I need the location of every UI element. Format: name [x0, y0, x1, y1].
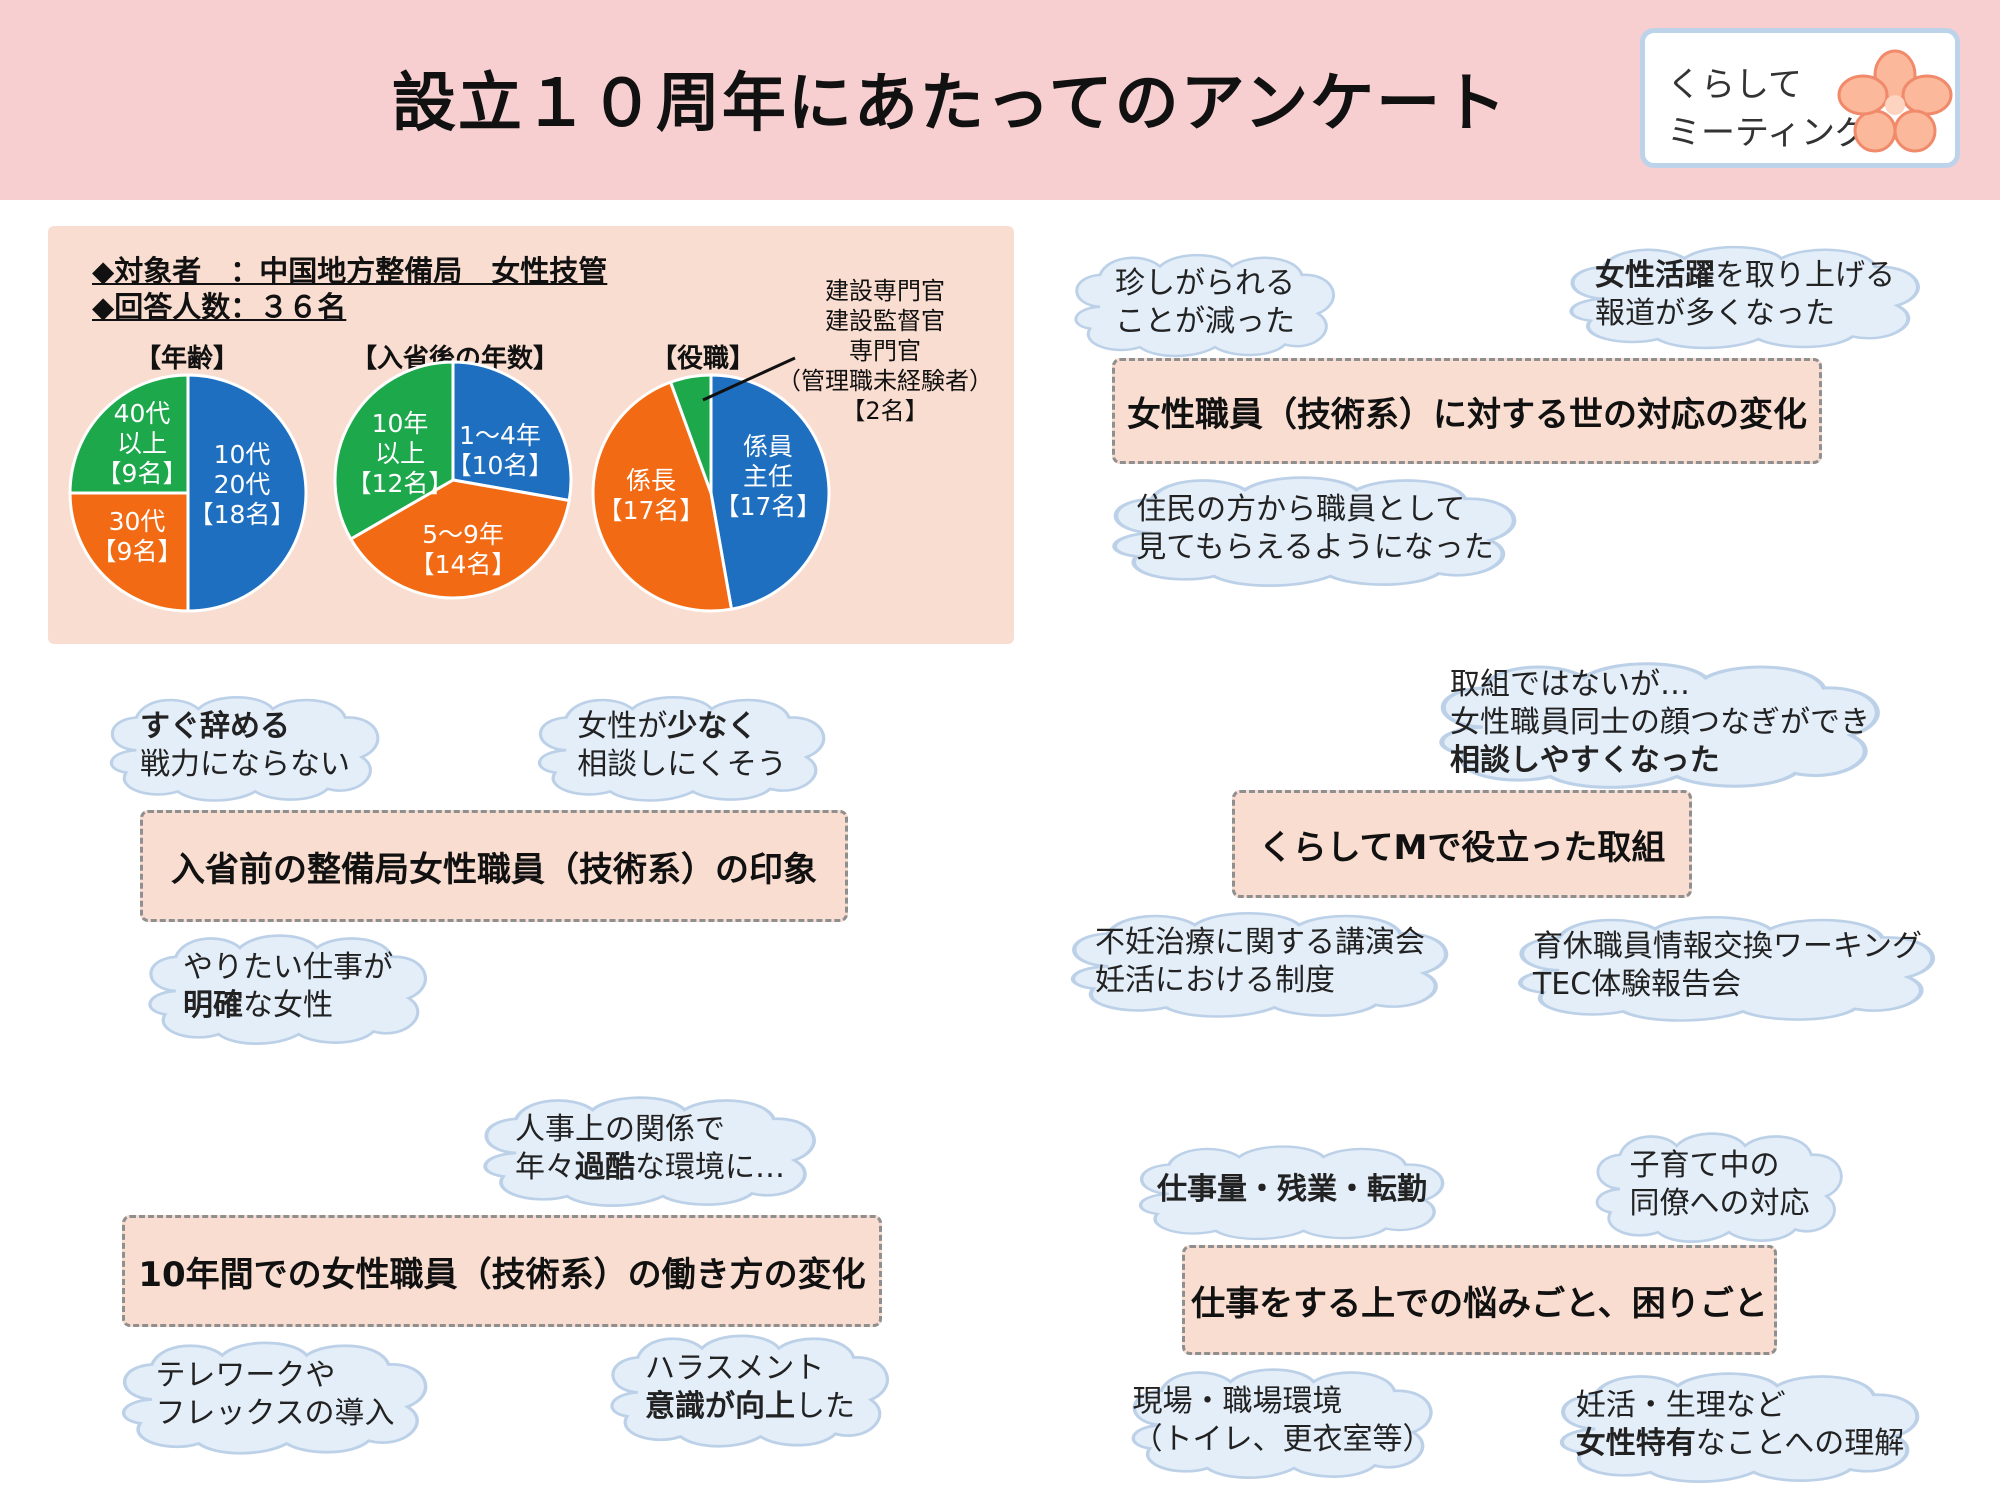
role-note-line: （管理職未経験者）	[777, 367, 993, 395]
logo: くらして ミーティング	[1640, 28, 1960, 168]
years-count-1-4: 【10名】	[447, 451, 554, 480]
age-label-over: 以上	[117, 429, 167, 458]
topic-box-society: 女性職員（技術系）に対する世の対応の変化	[1112, 358, 1822, 464]
years-count-5-9: 【14名】	[410, 550, 517, 579]
logo-text-line1: くらして	[1667, 65, 1802, 105]
thought-cloud: 仕事量・残業・転勤	[1122, 1140, 1462, 1240]
thought-cloud: 不妊治療に関する講演会 妊活における制度	[1050, 906, 1470, 1018]
survey-target: ◆対象者 ：中国地方整備局 女性技管	[92, 254, 608, 288]
years-label-5-9: 5～9年	[422, 520, 504, 549]
pie-slice	[709, 373, 831, 611]
role-note-line: 建設監督官	[825, 307, 945, 335]
header-banner: 設立１０周年にあたってのアンケート くらして ミーティング	[0, 0, 2000, 200]
thought-cloud: 珍しがられる ことが減った	[1060, 248, 1350, 358]
age-count-30s: 【9名】	[92, 537, 183, 566]
thought-cloud: 現場・職場環境 （トイレ、更衣室等）	[1115, 1362, 1450, 1480]
thought-cloud: すぐ辞める 戦力にならない	[95, 690, 395, 802]
thought-cloud: ハラスメント 意識が向上した	[595, 1328, 905, 1448]
role-note: 建設専門官 建設監督官 専門官 （管理職未経験者） 【2名】	[770, 276, 1000, 426]
pie-slice	[348, 478, 571, 600]
age-label-40s: 40代	[114, 399, 171, 428]
years-label-over: 以上	[375, 439, 425, 468]
years-label-10: 10年	[372, 409, 429, 438]
age-count-40s: 【9名】	[97, 459, 188, 488]
thought-cloud: 住民の方から職員として 見てもらえるようになった	[1090, 470, 1540, 588]
thought-cloud: 女性が少なく 相談しにくそう	[522, 690, 842, 802]
logo-text-line2: ミーティング	[1667, 113, 1869, 153]
thought-cloud: 取組ではないが… 女性職員同士の顔つなぎができ 相談しやすくなった	[1415, 655, 1905, 790]
survey-respondents: ◆回答人数：３６名	[92, 290, 347, 324]
thought-cloud: 子育て中の 同僚への対応	[1582, 1126, 1857, 1244]
age-chart-title: 【年齢】	[134, 344, 239, 374]
role-count-section-chief: 【17名】	[598, 496, 705, 525]
pie-slice	[186, 373, 308, 613]
age-label-20s: 20代	[214, 470, 271, 499]
age-count-young: 【18名】	[189, 500, 296, 529]
years-count-10: 【12名】	[347, 469, 454, 498]
pie-slice	[68, 373, 190, 495]
pie-slice	[668, 373, 713, 494]
role-pie-chart	[591, 373, 831, 613]
thought-cloud: 妊活・生理など 女性特有なことへの理解	[1540, 1366, 1940, 1484]
topic-box-impression: 入省前の整備局女性職員（技術系）の印象	[140, 810, 848, 922]
flower-icon	[1837, 49, 1953, 153]
age-label-10s: 10代	[214, 440, 271, 469]
role-label-chief: 主任	[743, 462, 793, 491]
years-pie-chart	[333, 360, 573, 600]
role-label-staff: 係員	[743, 432, 793, 461]
topic-box-kurashite: くらしてMで役立った取組	[1232, 790, 1692, 898]
thought-cloud: 育休職員情報交換ワーキング TEC体験報告会	[1495, 910, 1960, 1022]
topic-box-workstyle: 10年間での女性職員（技術系）の働き方の変化	[122, 1215, 882, 1327]
thought-cloud: テレワークや フレックスの導入	[105, 1335, 445, 1455]
pie-slice	[591, 380, 734, 613]
years-label-1-4: 1～4年	[459, 421, 541, 450]
age-pie-chart	[68, 373, 308, 613]
role-count-staff: 【17名】	[715, 492, 822, 521]
thought-cloud: 女性活躍を取り上げる 報道が多くなった	[1550, 240, 1940, 350]
age-label-30s: 30代	[109, 507, 166, 536]
page-title: 設立１０周年にあたってのアンケート	[391, 67, 1509, 141]
role-note-line: 建設専門官	[825, 277, 945, 305]
role-note-line: 専門官	[849, 337, 921, 365]
pie-slice	[451, 360, 573, 503]
thought-cloud: やりたい仕事が 明確な女性	[133, 928, 443, 1046]
pie-charts: 10代 20代 【18名】 30代 【9名】 40代 以上 【9名】 1～4年 …	[68, 356, 831, 613]
pie-slice	[333, 360, 455, 542]
thought-cloud: 人事上の関係で 年々過酷な環境に…	[465, 1090, 835, 1208]
role-label-section-chief: 係長	[626, 466, 676, 495]
pie-slice	[68, 491, 190, 613]
role-note-line: 【2名】	[841, 397, 929, 425]
topic-box-worries: 仕事をする上での悩みごと、困りごと	[1182, 1245, 1777, 1355]
role-callout-line	[702, 356, 796, 402]
role-chart-title: 【役職】	[650, 344, 755, 374]
